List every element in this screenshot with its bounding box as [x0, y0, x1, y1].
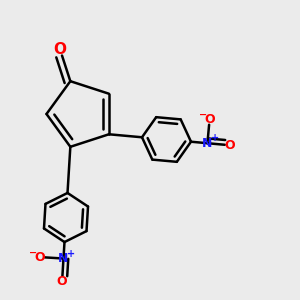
Text: N: N: [58, 252, 69, 265]
Text: O: O: [204, 113, 215, 126]
Text: +: +: [67, 249, 75, 259]
Text: O: O: [225, 139, 236, 152]
Text: O: O: [53, 42, 67, 57]
Text: −: −: [199, 110, 207, 120]
Text: +: +: [211, 134, 219, 143]
Text: O: O: [57, 275, 68, 288]
Text: −: −: [29, 248, 37, 258]
Text: N: N: [202, 137, 213, 150]
Text: O: O: [34, 250, 45, 264]
